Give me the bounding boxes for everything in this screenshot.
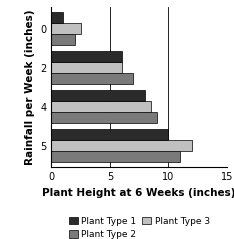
Bar [51,23,81,34]
Bar [51,51,122,62]
X-axis label: Plant Height at 6 Weeks (inches): Plant Height at 6 Weeks (inches) [43,188,234,198]
Bar [51,12,63,23]
Bar [51,73,133,84]
Bar [51,140,192,151]
Legend: Plant Type 1, Plant Type 2, Plant Type 3: Plant Type 1, Plant Type 2, Plant Type 3 [69,217,210,239]
Bar [51,112,157,123]
Bar [51,90,145,101]
Bar [51,62,122,73]
Bar [51,151,180,162]
Bar [51,101,151,112]
Y-axis label: Rainfall per Week (inches): Rainfall per Week (inches) [25,10,35,165]
Bar [51,34,75,45]
Bar [51,129,168,140]
